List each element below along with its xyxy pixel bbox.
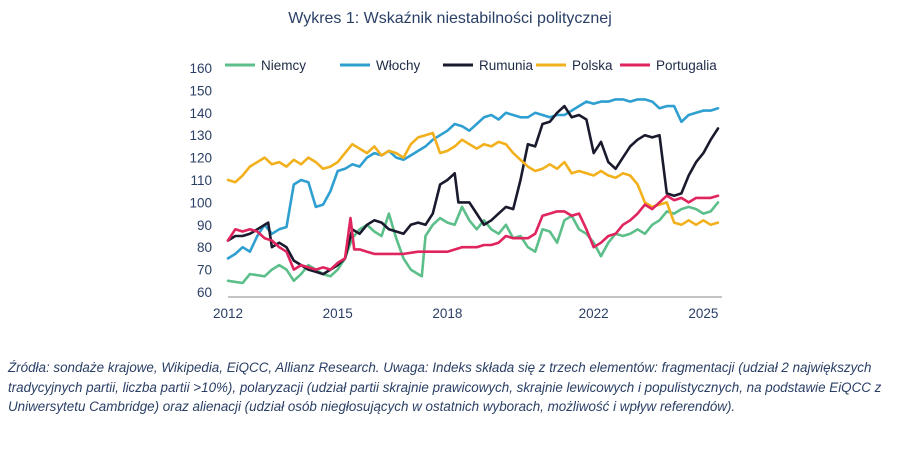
chart-title: Wykres 1: Wskaźnik niestabilności polity… — [288, 10, 612, 27]
line-chart: Niemcy Włochy Rumunia Polska Portugalia 60 70… — [189, 58, 722, 321]
legend-label: Portugalia — [656, 58, 717, 73]
x-axis: 2012 2015 2018 2022 2025 — [213, 306, 718, 321]
source-note: Źródła: sondaże krajowe, Wikipedia, EiQC… — [8, 360, 882, 414]
y-axis: 60 70 80 90 100 110 120 130 140 150 160 — [189, 61, 212, 300]
y-tick-label: 110 — [190, 173, 212, 188]
series-line-rumunia — [226, 104, 720, 276]
series-line-portugalia — [226, 194, 720, 271]
legend-label: Niemcy — [261, 58, 306, 73]
y-tick-label: 160 — [189, 61, 212, 76]
y-tick-label: 130 — [189, 128, 212, 143]
y-tick-label: 90 — [197, 218, 212, 233]
y-tick-label: 60 — [197, 285, 212, 300]
y-tick-label: 80 — [197, 240, 212, 255]
chart-series — [226, 98, 720, 285]
series-line-niemcy — [226, 201, 720, 285]
series-line-włochy — [226, 98, 720, 260]
y-tick-label: 150 — [189, 83, 212, 98]
x-tick-label: 2022 — [579, 306, 609, 321]
x-tick-label: 2025 — [688, 306, 718, 321]
y-tick-label: 100 — [189, 195, 212, 210]
y-tick-label: 120 — [189, 151, 212, 166]
y-tick-label: 70 — [197, 263, 212, 278]
chart-legend: Niemcy Włochy Rumunia Polska Portugalia — [225, 58, 717, 73]
series-line-polska — [226, 131, 720, 227]
legend-label: Rumunia — [479, 58, 534, 73]
legend-label: Polska — [572, 58, 613, 73]
x-tick-label: 2012 — [213, 306, 243, 321]
x-tick-label: 2015 — [323, 306, 353, 321]
x-tick-label: 2018 — [432, 306, 462, 321]
y-tick-label: 140 — [189, 106, 212, 121]
legend-label: Włochy — [376, 58, 421, 73]
